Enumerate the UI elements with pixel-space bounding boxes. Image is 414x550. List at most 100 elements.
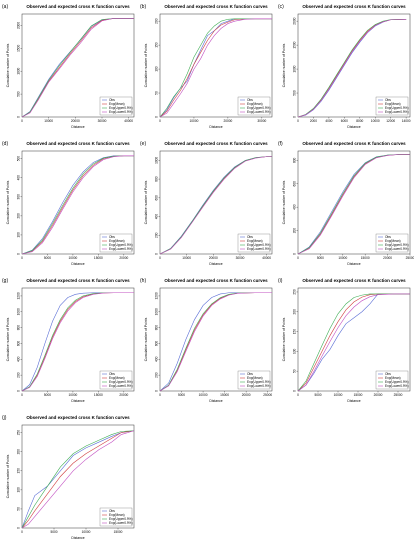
x-axis-label: Distance	[71, 125, 84, 129]
y-tick-label: 800	[155, 325, 159, 331]
x-tick-label: 0	[21, 119, 23, 123]
series-line-lower	[297, 293, 410, 392]
chart-svg: Observed and expected cross K function c…	[6, 278, 135, 403]
x-tick-label: 0	[297, 119, 299, 123]
x-tick-label: 12000	[386, 119, 395, 123]
y-tick-label: 0	[293, 116, 297, 118]
x-tick-label: 0	[21, 256, 23, 260]
legend-box	[237, 370, 271, 390]
x-axis-label: Distance	[347, 399, 360, 403]
x-tick-label: 15000	[94, 393, 103, 397]
x-tick-label: 8000	[356, 119, 363, 123]
legend-label-upper: Exp(Upper0.9%)	[247, 243, 271, 247]
legend-box	[375, 233, 409, 253]
y-tick-label: 500	[293, 90, 297, 96]
y-tick-label: 2000	[293, 17, 297, 24]
y-axis-label: Cumulative number of Points	[6, 454, 10, 498]
legend-box	[99, 507, 133, 527]
x-tick-label: 20000	[374, 393, 383, 397]
chart-svg: Observed and expected cross K function c…	[6, 4, 135, 129]
y-tick-label: 200	[17, 372, 21, 378]
series-line-upper	[159, 18, 272, 118]
chart-svg: Observed and expected cross K function c…	[282, 141, 414, 266]
x-tick-label: 5000	[317, 256, 324, 260]
chart-svg: Observed and expected cross K function c…	[144, 4, 273, 129]
y-tick-label: 200	[17, 213, 21, 219]
chart-panel-e: (e) Observed and expected cross K functio…	[138, 137, 276, 274]
legend-box	[237, 96, 271, 116]
plot-frame	[21, 13, 135, 118]
y-tick-label: 500	[17, 91, 21, 97]
series-line-lower	[21, 430, 135, 529]
y-tick-label: 1500	[17, 45, 21, 52]
chart-panel-g: (g) Observed and expected cross K functio…	[0, 274, 138, 411]
panel-letter: (a)	[2, 4, 9, 10]
y-tick-label: 0	[17, 390, 21, 392]
legend-box	[99, 96, 133, 116]
series-line-lower	[159, 292, 272, 392]
chart-svg: Observed and expected cross K function c…	[144, 141, 273, 266]
legend-label-upper: Exp(Upper0.9%)	[247, 106, 271, 110]
plot-frame	[159, 13, 273, 118]
chart-svg: Observed and expected cross K function c…	[6, 415, 135, 540]
chart-title: Observed and expected cross K function c…	[164, 4, 268, 9]
legend-label-mean: Exp(Mean)	[385, 102, 401, 106]
chart-svg: Observed and expected cross K function c…	[282, 278, 411, 403]
y-tick-label: 400	[293, 204, 297, 210]
y-tick-label: 150	[155, 42, 159, 48]
x-tick-label: 10000	[182, 256, 191, 260]
legend-label-obs: Obs	[385, 372, 391, 376]
chart-panel-b: (b) Observed and expected cross K functio…	[138, 0, 276, 137]
chart-panel-d: (d) Observed and expected cross K functio…	[0, 137, 138, 274]
chart-panel-i: (i) Observed and expected cross K functio…	[276, 274, 414, 411]
legend-label-mean: Exp(Mean)	[247, 102, 263, 106]
y-tick-label: 800	[155, 176, 159, 182]
y-tick-label: 400	[155, 214, 159, 220]
x-tick-label: 25000	[263, 393, 272, 397]
y-axis-label: Cumulative number of Points	[144, 317, 148, 361]
chart-svg: Observed and expected cross K function c…	[282, 4, 411, 129]
x-tick-label: 25000	[394, 393, 403, 397]
x-tick-label: 20000	[71, 119, 80, 123]
legend-box	[375, 96, 409, 116]
legend-label-mean: Exp(Mean)	[109, 513, 125, 517]
x-tick-label: 0	[159, 119, 161, 123]
legend-label-obs: Obs	[247, 372, 253, 376]
x-tick-label: 20000	[383, 256, 392, 260]
legend-label-lower: Exp(Lower0.9%)	[109, 247, 133, 251]
x-tick-label: 0	[159, 393, 161, 397]
x-tick-label: 0	[297, 256, 299, 260]
legend-box	[99, 233, 133, 253]
legend-label-obs: Obs	[247, 235, 253, 239]
legend-box	[375, 370, 409, 390]
x-axis-label: Distance	[347, 262, 360, 266]
x-tick-label: 30000	[98, 119, 107, 123]
y-tick-label: 50	[293, 369, 297, 373]
legend-label-upper: Exp(Upper0.9%)	[109, 106, 133, 110]
y-tick-label: 0	[155, 390, 159, 392]
y-tick-label: 150	[17, 468, 21, 474]
legend-label-upper: Exp(Upper0.9%)	[109, 380, 133, 384]
y-tick-label: 0	[293, 390, 297, 392]
legend-label-lower: Exp(Lower0.9%)	[109, 521, 133, 525]
y-tick-label: 300	[17, 194, 21, 200]
y-axis-label: Cumulative number of Points	[6, 317, 10, 361]
x-axis-label: Distance	[209, 262, 222, 266]
legend-box	[99, 370, 133, 390]
plot-frame	[297, 150, 411, 255]
legend-box	[237, 233, 271, 253]
plot-frame	[159, 287, 273, 392]
legend-label-lower: Exp(Lower0.9%)	[385, 247, 409, 251]
series-line-mean	[159, 18, 272, 118]
panel-letter: (g)	[2, 278, 9, 284]
y-tick-label: 0	[155, 116, 159, 118]
y-tick-label: 1500	[293, 41, 297, 48]
chart-panel-c: (c) Observed and expected cross K functio…	[276, 0, 414, 137]
plot-frame	[21, 424, 135, 529]
legend-label-upper: Exp(Upper0.9%)	[109, 517, 133, 521]
y-tick-label: 600	[155, 341, 159, 347]
y-tick-label: 0	[17, 527, 21, 529]
x-tick-label: 20000	[119, 393, 128, 397]
y-tick-label: 0	[17, 253, 21, 255]
y-tick-label: 500	[17, 156, 21, 162]
